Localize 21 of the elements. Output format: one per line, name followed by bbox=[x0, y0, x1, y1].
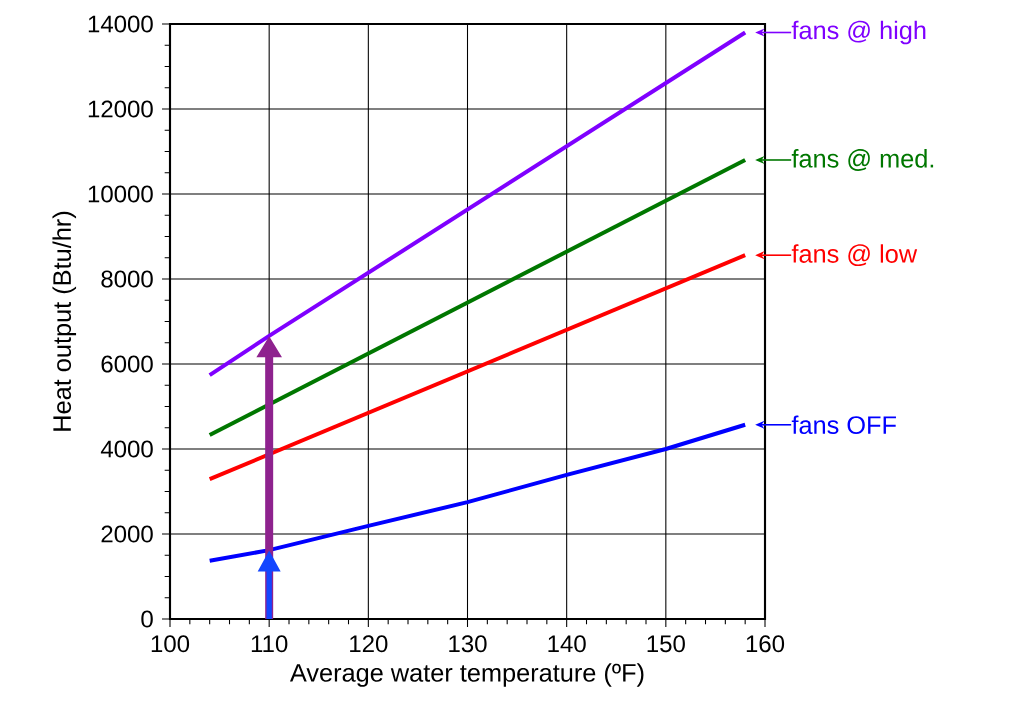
y-tick-label: 12000 bbox=[88, 100, 153, 118]
x-tick-label: 150 bbox=[647, 635, 685, 653]
y-tick-label: 14000 bbox=[88, 15, 153, 33]
legend-label: fans @ high bbox=[791, 20, 926, 45]
x-tick-label: 120 bbox=[350, 635, 388, 653]
x-tick-label: 160 bbox=[746, 635, 785, 653]
y-tick-label: 4000 bbox=[100, 440, 153, 458]
x-tick-label: 140 bbox=[548, 635, 586, 653]
y-tick-label: 2000 bbox=[101, 525, 153, 543]
y-tick-label: 6000 bbox=[101, 355, 153, 373]
legend-label: fans OFF bbox=[791, 415, 896, 435]
x-axis-title: Average water temperature (ºF) bbox=[289, 663, 644, 687]
y-tick-label: 0 bbox=[141, 610, 153, 628]
x-tick-label: 110 bbox=[251, 635, 288, 653]
legend-label: fans @ low bbox=[791, 244, 918, 267]
y-tick-label: 10000 bbox=[88, 185, 153, 203]
y-tick-label: 8000 bbox=[101, 270, 153, 288]
y-axis-title: Heat output (Btu/hr) bbox=[52, 211, 77, 431]
x-tick-label: 100 bbox=[151, 635, 190, 653]
legend-label: fans @ med. bbox=[791, 149, 934, 171]
x-tick-label: 130 bbox=[449, 635, 487, 653]
